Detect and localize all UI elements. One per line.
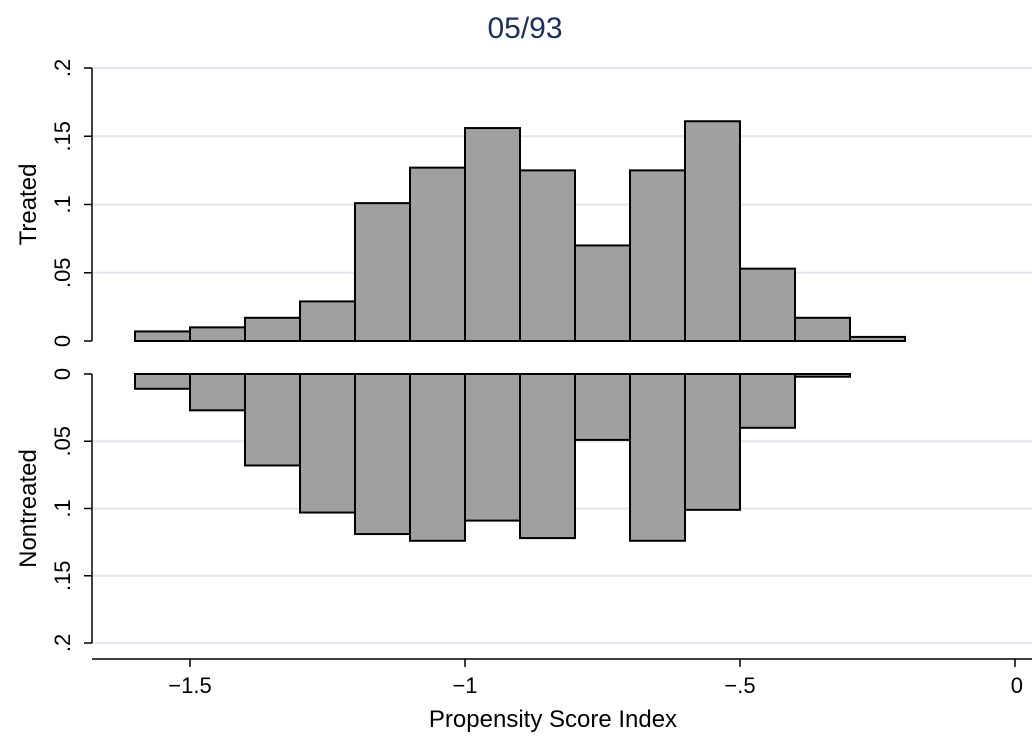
- nontreated-bar-7: [519, 373, 576, 540]
- tick-labels: 0 .05 .1 .15 .2 0 .05 .1 .15 .2 −1.5 −1 −.5 0: [50, 59, 1023, 698]
- y-axis-label-treated: Treated: [15, 164, 42, 246]
- treated-bar-6: [464, 127, 521, 342]
- y-tick-label: .2: [50, 59, 75, 77]
- axes: [84, 67, 1032, 667]
- treated-bar-2: [244, 316, 301, 343]
- nontreated-bar-9: [629, 373, 686, 542]
- nontreated-bar-6: [464, 373, 521, 522]
- nontreated-bar-5: [409, 373, 466, 542]
- treated-bar-10: [684, 120, 741, 342]
- nontreated-bar-10: [684, 373, 741, 511]
- treated-bar-8: [574, 244, 631, 342]
- treated-bar-3: [299, 300, 356, 343]
- treated-bar-13: [849, 335, 906, 342]
- x-tick-label: −.5: [724, 673, 755, 698]
- nontreated-bar-0: [134, 373, 191, 390]
- nontreated-bar-11: [739, 373, 796, 429]
- y-axis-label-nontreated: Nontreated: [15, 449, 42, 568]
- chart-title: 05/93: [487, 12, 562, 45]
- nontreated-bars: [134, 373, 851, 542]
- x-axis-label: Propensity Score Index: [429, 706, 677, 733]
- treated-bars: [134, 120, 906, 343]
- treated-bar-0: [134, 330, 191, 343]
- nontreated-bar-2: [244, 373, 301, 467]
- treated-bar-7: [519, 169, 576, 342]
- treated-bar-12: [794, 316, 851, 343]
- y-tick-label: .2: [50, 634, 75, 652]
- y-tick-label: .05: [50, 426, 75, 457]
- nontreated-bar-4: [354, 373, 411, 536]
- y-tick-label: .15: [50, 560, 75, 591]
- x-tick-label: −1.5: [168, 673, 211, 698]
- y-tick-label: .1: [50, 195, 75, 213]
- y-tick-label: 0: [50, 335, 75, 347]
- nontreated-bar-12: [794, 373, 851, 378]
- y-tick-label: 0: [50, 368, 75, 380]
- treated-bar-4: [354, 202, 411, 342]
- y-tick-label: .15: [50, 121, 75, 152]
- nontreated-bar-8: [574, 373, 631, 441]
- treated-bar-9: [629, 169, 686, 342]
- x-tick-label: −1: [452, 673, 477, 698]
- y-tick-label: .05: [50, 257, 75, 288]
- y-tick-label: .1: [50, 499, 75, 517]
- x-tick-label: 0: [1011, 673, 1023, 698]
- grid-lines: [92, 67, 1032, 644]
- treated-bar-11: [739, 267, 796, 342]
- treated-bar-5: [409, 166, 466, 342]
- nontreated-bar-3: [299, 373, 356, 514]
- treated-bar-1: [189, 326, 246, 343]
- nontreated-bar-1: [189, 373, 246, 412]
